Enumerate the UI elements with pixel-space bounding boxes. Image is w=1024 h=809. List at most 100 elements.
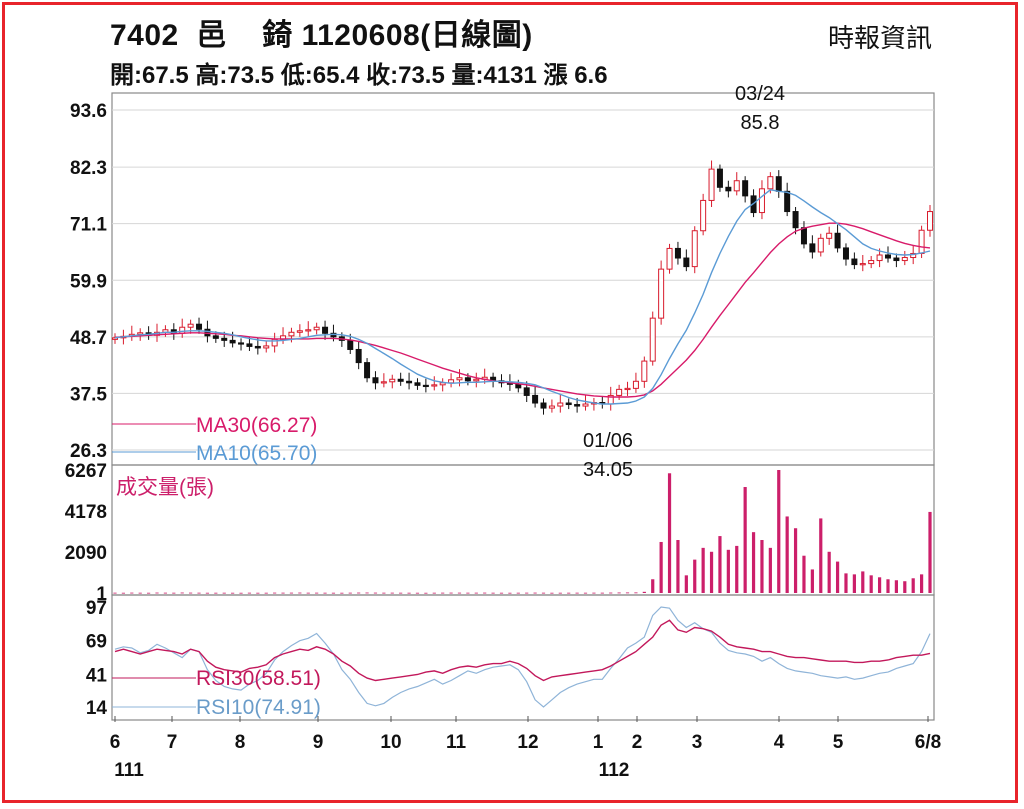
volume-bar [919,574,924,593]
volume-bar [609,592,613,594]
volume-bar [659,541,663,593]
rsi10-line [114,606,931,708]
price-tick-label: 93.6 [70,101,107,122]
candle-body [347,339,354,350]
volume-bar [348,592,352,594]
candle-body [397,378,404,382]
volume-bar [499,592,504,594]
volume-bar [323,592,327,594]
month-label: 11 [446,732,467,753]
rsi-tick-label: 97 [86,598,107,619]
month-label: 4 [774,732,785,753]
volume-bar [777,470,781,593]
year-label: 112 [599,760,630,781]
rsi-lines [114,606,931,708]
volume-title: 成交量(張) [116,476,214,499]
volume-bar [718,536,722,593]
volume-bar [768,547,772,593]
candle-body [221,337,228,341]
volume-bar [869,575,873,593]
candle-body [632,380,639,389]
volume-bar [567,592,571,594]
chart-title: 7402 邑 錡 1120608(日線圖) [110,19,533,52]
volume-bar [407,592,411,594]
volume-bar [130,592,134,594]
volume-y-axis: 6267 4178 2090 1 [65,461,108,605]
volume-bar [617,592,621,594]
candle-body [422,384,429,388]
candle-body [691,230,698,268]
volume-bar [592,592,596,594]
candle-body [548,405,555,409]
candle-body [817,237,824,253]
volume-bar [247,592,252,594]
candle-body [288,331,295,337]
month-label: 9 [313,732,324,753]
volume-bar [525,592,529,594]
volume-bar [357,592,361,594]
rsi-panel-frame [111,594,935,721]
candle-body [238,342,245,345]
candle-body [834,232,841,249]
volume-bar [634,592,638,594]
data-source-label: 時報資訊 [827,23,932,53]
price-tick-label: 26.3 [70,441,107,462]
candle-body [784,190,791,213]
candle-body [406,380,413,384]
peak-value-label: 85.8 [741,112,780,134]
candle-body [641,360,648,382]
volume-bar [441,592,445,594]
volume-bar [667,473,672,593]
volume-bar [121,592,126,594]
candle-body [666,247,673,270]
volume-bar [827,551,831,593]
candle-body [112,337,118,340]
volume-bar [432,592,436,594]
price-tick-label: 37.5 [70,384,107,405]
candle-body [826,232,833,239]
candle-body [649,317,656,362]
price-gridlines [112,109,934,451]
candle-body [364,362,371,379]
volume-bar [693,559,697,593]
candle-body [263,345,270,349]
candle-body [758,188,765,214]
volume-bar [399,592,403,594]
volume-bar [701,547,705,593]
month-label: 3 [692,732,703,753]
volume-bar [550,592,554,594]
volume-bar [600,592,604,594]
volume-bar [541,592,546,594]
volume-bar [751,532,756,593]
candle-body [683,257,690,268]
volume-bar [785,516,789,593]
month-label: 6 [110,732,121,753]
ma10-legend-label: MA10(65.70) [196,442,317,465]
candle-body [918,229,925,254]
ma10-line [114,189,931,405]
candlestick-series [112,160,933,415]
candle-body [305,329,312,332]
candle-body [380,381,387,384]
volume-bar [844,573,848,593]
candle-body [313,326,320,331]
volume-bar [197,592,201,594]
candle-body [532,394,539,404]
volume-bar [390,592,394,594]
volume-bar [575,592,579,594]
volume-bar [239,592,243,594]
candle-body [431,384,438,387]
volume-tick-label: 6267 [65,461,107,482]
candle-body [800,227,807,245]
volume-bar [583,592,588,594]
volume-bar [331,592,336,594]
rsi10-legend-label: RSI10(74.91) [196,696,321,719]
volume-bar [273,592,277,594]
candle-body [927,211,933,231]
candle-body [725,186,732,192]
ma30-legend-label: MA30(66.27) [196,414,317,437]
low-date-label: 01/06 [583,430,633,452]
candle-body [910,252,917,259]
